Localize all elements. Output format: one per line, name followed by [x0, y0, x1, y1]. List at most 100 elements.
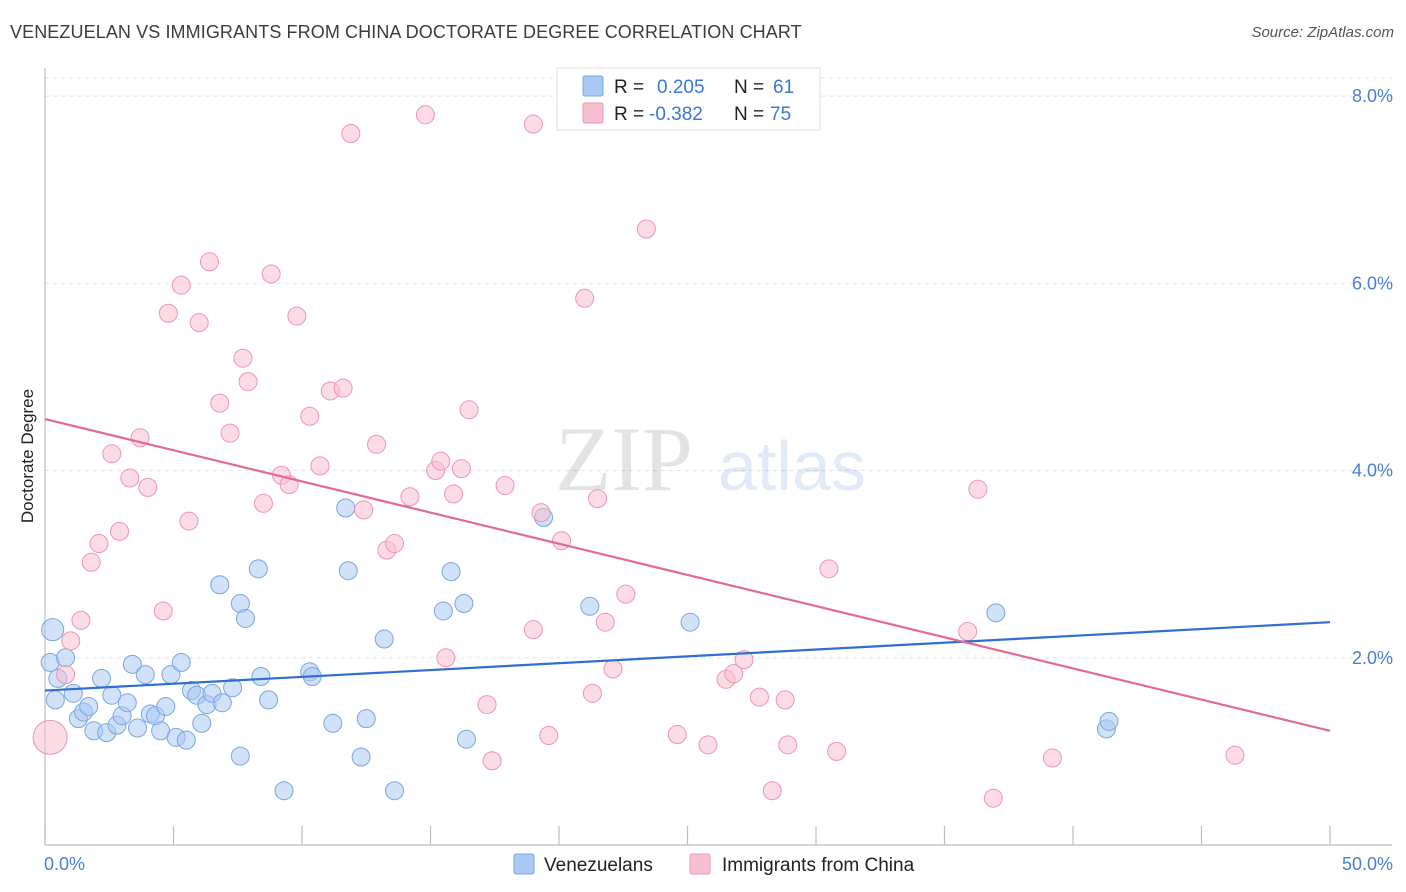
data-point: [1099, 711, 1119, 731]
legend-swatch-pink: [582, 102, 604, 124]
data-point: [603, 659, 623, 679]
legend-swatch-blue: [582, 75, 604, 97]
data-point: [158, 303, 178, 323]
data-point: [400, 487, 420, 507]
data-point: [827, 741, 847, 761]
data-point: [220, 423, 240, 443]
data-point: [436, 648, 456, 668]
data-point: [120, 468, 140, 488]
data-point: [122, 654, 142, 674]
data-point: [667, 725, 687, 745]
data-point: [616, 584, 636, 604]
data-point: [415, 105, 435, 125]
data-point: [385, 781, 405, 801]
data-point: [444, 484, 464, 504]
data-point: [253, 493, 273, 513]
data-point: [968, 479, 988, 499]
data-point: [300, 406, 320, 426]
watermark-zip: ZIP: [555, 408, 693, 510]
data-point: [354, 500, 374, 520]
data-point: [71, 610, 91, 630]
data-point: [595, 612, 615, 632]
data-point: [523, 620, 543, 640]
data-point: [248, 559, 268, 579]
data-point: [724, 664, 744, 684]
data-point: [199, 252, 219, 272]
data-point: [81, 552, 101, 572]
data-point: [588, 489, 608, 509]
watermark-atlas: atlas: [718, 427, 866, 505]
data-point: [176, 730, 196, 750]
data-point: [336, 498, 356, 518]
legend-r-label-1: R =: [614, 77, 644, 98]
data-point: [235, 608, 255, 628]
data-point: [778, 735, 798, 755]
data-point: [451, 459, 471, 479]
data-point: [61, 631, 81, 651]
data-point: [580, 596, 600, 616]
chart-title: VENEZUELAN VS IMMIGRANTS FROM CHINA DOCT…: [10, 22, 802, 42]
data-point: [539, 725, 559, 745]
legend-n-value-1: 61: [773, 77, 794, 98]
data-point: [636, 219, 656, 239]
data-point: [523, 114, 543, 134]
data-point: [233, 348, 253, 368]
source-note: Source: ZipAtlas.com: [1251, 24, 1394, 41]
data-point: [431, 451, 451, 471]
y-tick-label: 8.0%: [1352, 86, 1393, 106]
data-point: [171, 275, 191, 295]
data-point: [92, 668, 112, 688]
series-legend: Venezuelans Immigrants from China: [513, 853, 915, 876]
data-point: [986, 603, 1006, 623]
data-point: [259, 690, 279, 710]
data-point: [135, 665, 155, 685]
data-point: [356, 709, 376, 729]
data-point: [274, 781, 294, 801]
data-point: [983, 788, 1003, 808]
data-point: [338, 561, 358, 581]
data-point: [102, 444, 122, 464]
data-point: [1225, 745, 1245, 765]
data-point: [374, 629, 394, 649]
data-point: [333, 378, 353, 398]
data-point: [210, 575, 230, 595]
data-point: [680, 612, 700, 632]
x-tick-label-min: 0.0%: [44, 854, 85, 874]
data-point: [171, 652, 191, 672]
data-point: [230, 746, 250, 766]
trend-line-immigrants-from-china: [44, 417, 1331, 732]
series-immigrants-from-china: [32, 95, 1245, 808]
data-point: [552, 531, 572, 551]
data-point: [459, 400, 479, 420]
data-point: [189, 313, 209, 333]
data-point: [351, 747, 371, 767]
data-point: [310, 456, 330, 476]
legend-n-label-2: N =: [734, 104, 764, 125]
series-venezuelans: [40, 498, 1119, 801]
data-point: [156, 696, 176, 716]
data-point: [582, 683, 602, 703]
data-point: [89, 534, 109, 554]
data-point: [128, 718, 148, 738]
legend-r-label-2: R =: [614, 104, 644, 125]
legend-r-value-2: -0.382: [649, 104, 703, 125]
bottom-legend-swatch-venezuelans: [513, 853, 535, 875]
legend-n-value-2: 75: [770, 104, 791, 125]
data-point: [698, 735, 718, 755]
y-tick-label: 6.0%: [1352, 273, 1393, 293]
data-point: [495, 476, 515, 496]
data-point: [287, 306, 307, 326]
data-point: [482, 751, 502, 771]
trend-line-venezuelans: [44, 621, 1331, 692]
data-point: [734, 650, 754, 670]
data-point: [385, 534, 405, 554]
data-point: [63, 683, 83, 703]
data-point: [477, 695, 497, 715]
grid: [45, 77, 1392, 659]
data-point: [958, 622, 978, 642]
data-point: [238, 372, 258, 392]
data-point: [775, 690, 795, 710]
x-ticks: [44, 826, 1331, 845]
data-point: [45, 690, 65, 710]
data-point: [454, 593, 474, 613]
